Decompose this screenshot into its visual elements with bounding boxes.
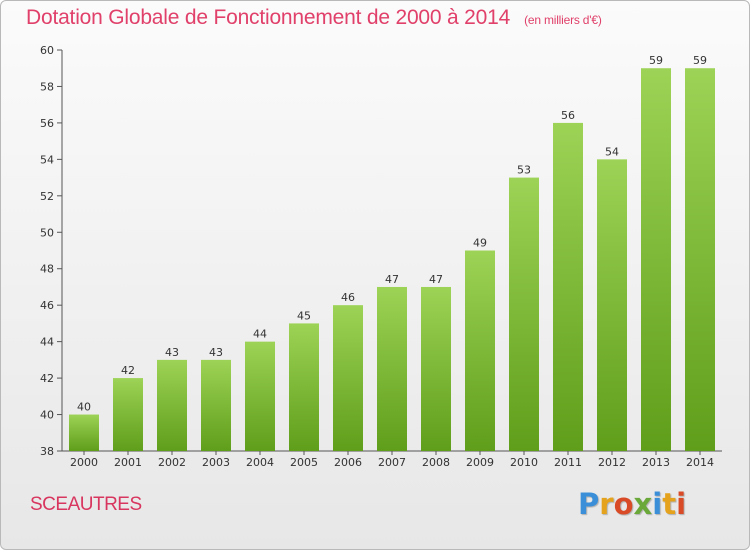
logo-letter: t [662,487,677,521]
chart-subtitle: (en milliers d'€) [524,13,602,27]
y-tick-label: 52 [40,190,54,203]
bar-value-label: 42 [121,364,135,377]
x-tick-label: 2006 [334,456,362,469]
bar [69,414,99,451]
bar-value-label: 53 [517,164,531,177]
bar [553,122,583,451]
logo-letter: i [676,487,687,521]
y-tick-label: 60 [40,44,54,57]
y-tick-label: 50 [40,226,54,239]
commune-name: SCEAUTRES [30,494,142,515]
x-tick-label: 2009 [466,456,494,469]
x-tick-label: 2011 [554,456,582,469]
logo-letter: i [652,487,663,521]
x-tick-label: 2000 [70,456,98,469]
bar [201,359,231,451]
x-tick-label: 2012 [598,456,626,469]
bar [377,286,407,451]
y-tick-label: 48 [40,263,54,276]
y-tick-label: 56 [40,117,54,130]
logo-letter: o [613,487,634,521]
bar-value-label: 46 [341,291,355,304]
axes: 38 40 42 44 46 48 50 52 54 56 58 60 2000 2001 2002 2003… [40,44,722,469]
proxiti-logo: Proxiti [578,487,686,521]
bar-value-label: 59 [693,54,707,67]
x-tick-label: 2005 [290,456,318,469]
x-tick-label: 2001 [114,456,142,469]
bar [333,305,363,451]
bar [421,286,451,451]
x-tick-label: 2014 [686,456,714,469]
y-tick-label: 46 [40,299,54,312]
bar-value-label: 44 [253,328,267,341]
y-tick-label: 44 [40,336,54,349]
y-tick-label: 54 [40,153,54,166]
y-tick-label: 58 [40,80,54,93]
x-tick-label: 2004 [246,456,274,469]
bar [465,250,495,451]
y-tick-label: 42 [40,372,54,385]
labels: 40 42 43 43 44 45 46 47 47 49 53 56 54 59 59 [77,54,707,413]
bar [113,378,143,451]
bar-value-label: 49 [473,237,487,250]
x-tick-label: 2002 [158,456,186,469]
logo-letter: x [633,487,653,521]
bar-value-label: 59 [649,54,663,67]
x-tick-label: 2008 [422,456,450,469]
bar-value-label: 43 [165,346,179,359]
bars [69,68,715,452]
bar [597,159,627,451]
bar [289,323,319,451]
x-tick-label: 2003 [202,456,230,469]
bar [685,68,715,452]
x-tick-label: 2013 [642,456,670,469]
logo-letter: P [578,487,600,521]
bar [157,359,187,451]
bar-value-label: 40 [77,401,91,414]
bar [245,341,275,451]
bar-value-label: 47 [429,273,443,286]
bar [641,68,671,452]
logo-letter: r [599,487,614,521]
bar-value-label: 56 [561,109,575,122]
bar-value-label: 45 [297,309,311,322]
y-tick-label: 38 [40,445,54,458]
bar-value-label: 47 [385,273,399,286]
x-tick-label: 2010 [510,456,538,469]
bar-value-label: 54 [605,145,619,158]
x-tick-label: 2007 [378,456,406,469]
bar-value-label: 43 [209,346,223,359]
y-tick-label: 40 [40,409,54,422]
title-text: Dotation Globale de Fonctionnement de 20… [26,6,511,29]
chart-title: Dotation Globale de Fonctionnement de 20… [26,6,602,30]
bar [509,177,539,451]
